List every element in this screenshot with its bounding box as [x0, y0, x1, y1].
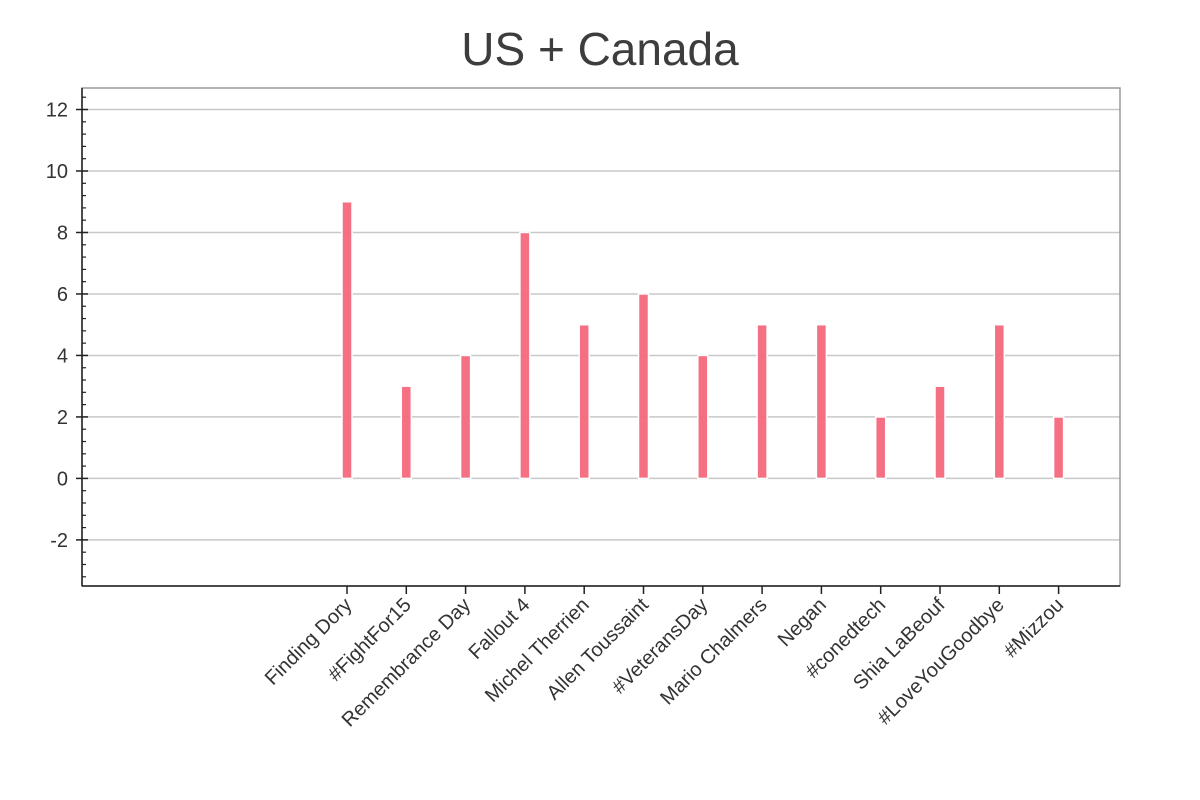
- bar: [637, 293, 650, 480]
- x-tick-label: Allen Toussaint: [543, 594, 654, 705]
- bar: [459, 354, 472, 480]
- bar: [874, 416, 887, 480]
- y-tick-label: 2: [57, 407, 68, 429]
- y-tick-label: -2: [50, 530, 68, 552]
- bar: [578, 323, 590, 480]
- bar: [756, 323, 768, 480]
- bar: [934, 385, 946, 480]
- chart-title: US + Canada: [461, 23, 739, 75]
- bar: [815, 323, 828, 480]
- bars: [341, 200, 1065, 480]
- bar: [519, 231, 531, 480]
- x-tick-label: Mario Chalmers: [656, 594, 771, 709]
- grid-lines: [82, 108, 1120, 541]
- y-tick-label: 0: [57, 468, 68, 490]
- y-tick-label: 6: [57, 284, 68, 306]
- plot-frame: [81, 87, 1121, 587]
- bar: [400, 385, 413, 480]
- y-axis-ticks: -2 0 2 4 6 8 10 12: [46, 96, 88, 578]
- bar: [993, 323, 1006, 480]
- y-tick-label: 4: [57, 345, 68, 367]
- x-tick-label: Negan: [774, 594, 831, 651]
- y-tick-label: 10: [46, 161, 68, 183]
- y-tick-label: 12: [46, 100, 68, 122]
- bar: [1052, 416, 1065, 480]
- x-tick-label: Michel Therrien: [481, 594, 594, 707]
- x-tick-label: #Mizzou: [1000, 594, 1068, 662]
- y-tick-label: 8: [57, 222, 68, 244]
- bar: [697, 354, 709, 480]
- bar: [341, 200, 353, 480]
